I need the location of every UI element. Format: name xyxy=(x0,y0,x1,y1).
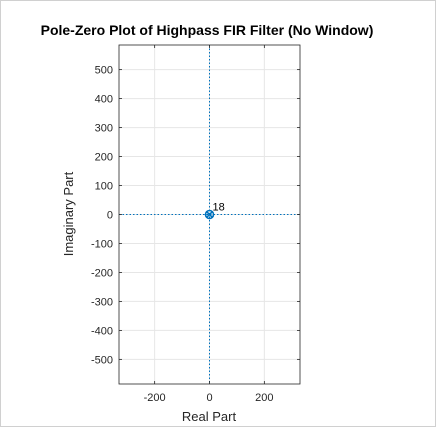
y-tick-label: 500 xyxy=(95,65,113,77)
y-tick-label: 300 xyxy=(95,123,113,135)
y-ticks: 500 400 300 200 100 0 -100 -200 -300 -400 -500 xyxy=(91,65,300,366)
annotations: 18 xyxy=(213,202,225,214)
y-tick-label: 0 xyxy=(107,210,113,222)
chart-title: Pole-Zero Plot of Highpass FIR Filter (N… xyxy=(41,22,374,38)
y-tick-label: -100 xyxy=(91,238,113,250)
y-tick-label: -500 xyxy=(91,354,113,366)
y-tick-label: -200 xyxy=(91,267,113,279)
y-axis-label: Imaginary Part xyxy=(61,171,76,256)
pole-marker-stroke xyxy=(205,210,214,219)
y-tick-label: 200 xyxy=(95,152,113,164)
y-tick-label: 400 xyxy=(95,94,113,106)
y-tick-label: -400 xyxy=(91,325,113,337)
x-ticks: -200 0 200 xyxy=(144,45,274,404)
pole-marker xyxy=(205,210,214,219)
x-tick-label: 200 xyxy=(255,392,273,404)
y-tick-label: -300 xyxy=(91,296,113,308)
y-tick-label: 100 xyxy=(95,181,113,193)
markers xyxy=(204,209,215,220)
x-axis-label: Real Part xyxy=(182,409,237,424)
multiplicity-label: 18 xyxy=(213,202,225,214)
zero-marker xyxy=(204,209,215,220)
x-tick-label: 0 xyxy=(206,392,212,404)
x-tick-label: -200 xyxy=(144,392,166,404)
